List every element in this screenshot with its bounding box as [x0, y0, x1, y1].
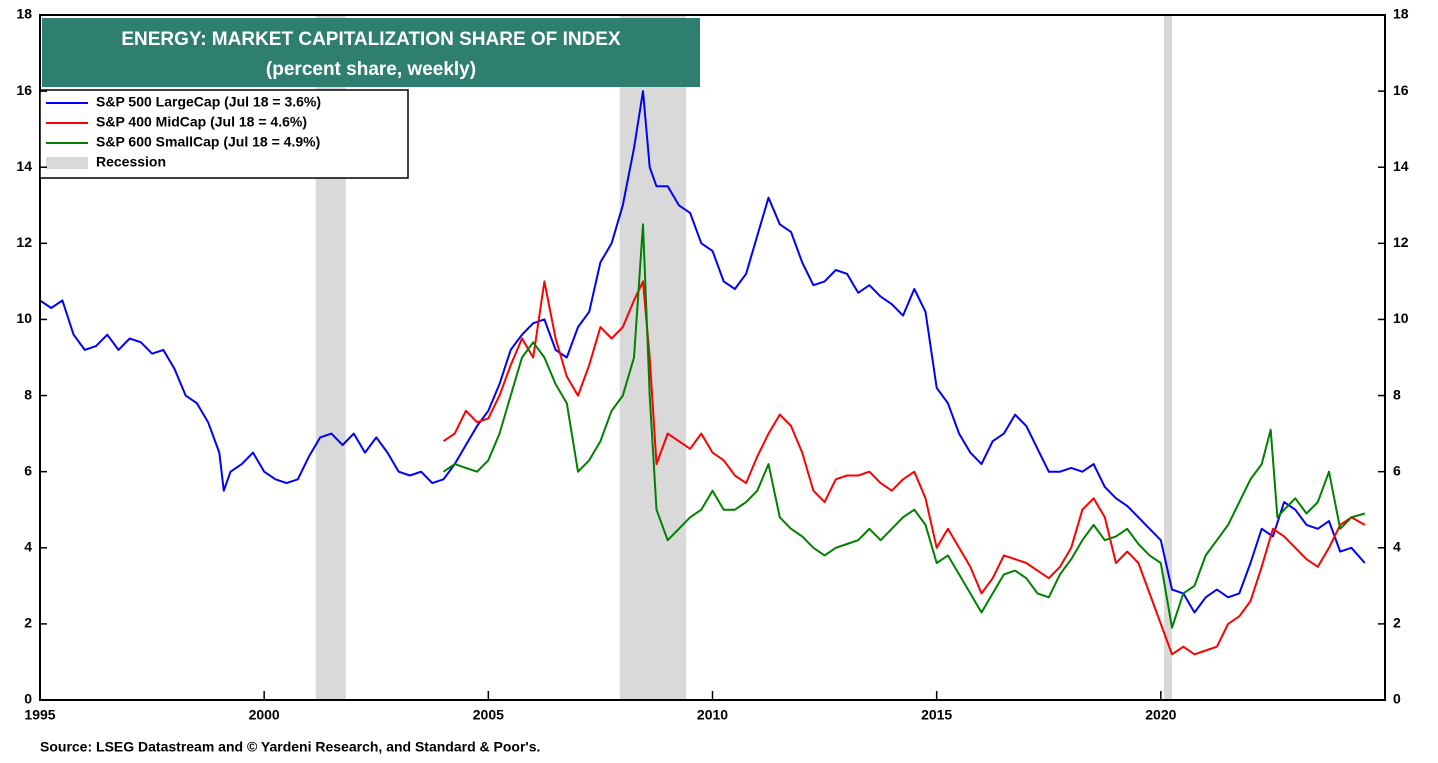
y2-tick-label: 14	[1393, 158, 1409, 174]
y-tick-label: 12	[16, 234, 32, 250]
y2-tick-label: 10	[1393, 310, 1409, 326]
legend-label: S&P 600 SmallCap (Jul 18 = 4.9%)	[96, 134, 320, 150]
y-tick-label: 14	[16, 158, 32, 174]
series-line	[442, 280, 1366, 656]
legend-label: S&P 400 MidCap (Jul 18 = 4.6%)	[96, 114, 307, 130]
y-tick-label: 10	[16, 310, 32, 326]
chart-title: ENERGY: MARKET CAPITALIZATION SHARE OF I…	[121, 29, 621, 50]
y-tick-label: 6	[24, 462, 32, 478]
y2-tick-label: 18	[1393, 6, 1409, 22]
series-line	[442, 223, 1366, 629]
y-tick-label: 4	[24, 538, 32, 554]
x-tick-label: 2005	[473, 707, 504, 723]
x-tick-label: 2020	[1145, 707, 1176, 723]
y-tick-label: 0	[24, 691, 32, 707]
recession-band	[1163, 15, 1173, 700]
y2-tick-label: 0	[1393, 691, 1401, 707]
x-tick-label: 2000	[249, 707, 280, 723]
y2-tick-label: 16	[1393, 82, 1409, 98]
y-tick-label: 8	[24, 386, 32, 402]
legend: S&P 500 LargeCap (Jul 18 = 3.6%) S&P 400 …	[39, 89, 409, 179]
y-tick-label: 2	[24, 615, 32, 631]
y2-tick-label: 4	[1393, 538, 1401, 554]
x-tick-label: 2010	[697, 707, 728, 723]
legend-swatch	[46, 157, 88, 169]
x-tick-label: 2015	[921, 707, 952, 723]
y2-tick-label: 2	[1393, 615, 1401, 631]
recession-band	[619, 15, 687, 700]
y-tick-label: 18	[16, 6, 32, 22]
legend-box	[39, 89, 409, 179]
recession-bands	[315, 15, 1173, 700]
y2-tick-label: 6	[1393, 462, 1401, 478]
chart-subtitle: (percent share, weekly)	[266, 59, 476, 80]
y2-tick-label: 12	[1393, 234, 1409, 250]
y-tick-label: 16	[16, 82, 32, 98]
source-note: Source: LSEG Datastream and © Yardeni Re…	[40, 739, 540, 755]
legend-label: Recession	[96, 154, 166, 170]
legend-label: S&P 500 LargeCap (Jul 18 = 3.6%)	[96, 94, 321, 110]
title-box	[42, 18, 700, 87]
x-tick-label: 1995	[24, 707, 55, 723]
series-line	[39, 90, 1366, 614]
lines	[39, 90, 1366, 656]
y2-tick-label: 8	[1393, 386, 1401, 402]
